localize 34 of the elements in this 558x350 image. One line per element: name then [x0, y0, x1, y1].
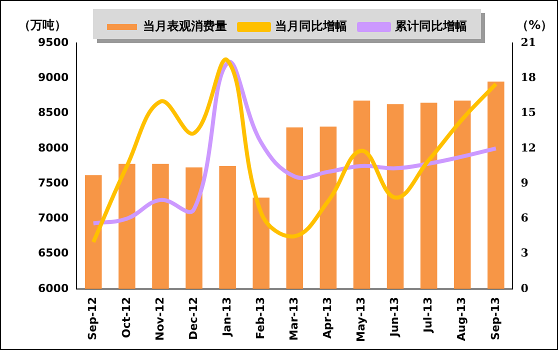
y-tick-label: 8000: [38, 141, 69, 154]
y2-tick-label: 18: [520, 70, 536, 84]
x-tick-label: Aug-13: [455, 296, 468, 342]
x-tick-label: May-13: [354, 296, 368, 342]
y2-axis-title: （%）: [516, 18, 553, 32]
y-axis-title: （万吨）: [18, 18, 67, 32]
y-tick-label: 9500: [38, 36, 69, 49]
y-tick-label: 6500: [38, 246, 69, 260]
y2-tick-label: 21: [520, 36, 536, 49]
x-tick-label: Apr-13: [321, 296, 334, 339]
x-tick-label: Sep-13: [488, 296, 502, 340]
x-tick-label: Oct-12: [120, 296, 133, 338]
y-tick-label: 8500: [38, 106, 69, 120]
x-tick-label: Sep-12: [86, 296, 100, 340]
x-tick-label: Nov-12: [153, 296, 166, 341]
legend-label: 累计同比增幅: [394, 19, 467, 34]
x-tick-label: Feb-13: [254, 296, 267, 340]
x-tick-label: Jul-13: [422, 296, 435, 334]
y-tick-label: 7500: [38, 176, 69, 190]
y-tick-label: 7000: [38, 212, 69, 225]
legend-label: 当月同比增幅: [275, 19, 347, 34]
y2-tick-label: 6: [520, 212, 529, 225]
x-tick-label: Jan-13: [220, 296, 234, 338]
y2-tick-label: 12: [520, 141, 536, 154]
legend-label: 当月表观消费量: [143, 19, 227, 34]
x-tick-label: Dec-12: [186, 296, 200, 340]
y2-tick-label: 3: [520, 246, 528, 260]
y2-tick-label: 15: [520, 106, 536, 120]
y-tick-label: 9000: [38, 70, 69, 84]
y2-tick-label: 9: [520, 176, 528, 190]
x-tick-label: Jun-13: [388, 296, 402, 338]
x-tick-label: Mar-13: [288, 296, 301, 341]
y2-tick-label: 0: [520, 282, 529, 295]
y-tick-label: 6000: [38, 282, 69, 295]
